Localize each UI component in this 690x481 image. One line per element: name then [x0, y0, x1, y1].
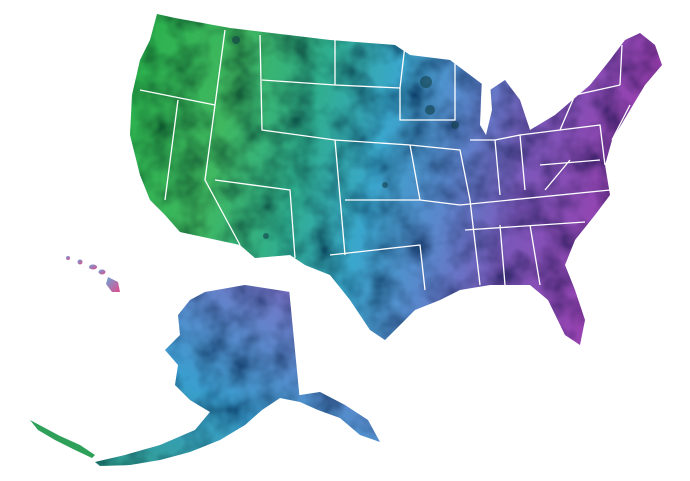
alaska-border: [289, 291, 301, 396]
state-border: [164, 99, 179, 201]
contiguous-us: [130, 14, 662, 345]
state-borders: [139, 29, 631, 291]
state-border: [334, 139, 461, 206]
island: [106, 277, 120, 292]
spot: [425, 105, 435, 115]
spot: [420, 76, 432, 88]
island: [89, 264, 97, 270]
lake-michigan: [480, 78, 492, 135]
state-border: [329, 244, 426, 291]
spot: [232, 36, 240, 44]
aleutians: [30, 420, 95, 458]
alaska: [95, 285, 380, 466]
state-border: [499, 224, 541, 286]
state-border: [464, 221, 586, 231]
state-border: [611, 44, 631, 141]
us-landmass: [130, 14, 662, 345]
state-border: [214, 179, 296, 259]
state-border: [204, 104, 241, 246]
state-border: [559, 84, 621, 131]
island: [66, 256, 70, 260]
state-border: [459, 189, 611, 206]
state-border: [539, 159, 601, 191]
spot: [451, 121, 459, 129]
spot: [263, 233, 269, 239]
state-border: [409, 144, 481, 286]
spot: [382, 182, 388, 188]
hawaii: [66, 256, 120, 292]
island: [77, 259, 83, 265]
state-border: [399, 60, 456, 121]
spots: [232, 36, 459, 239]
island: [98, 269, 106, 275]
state-border: [259, 34, 346, 256]
state-border: [519, 124, 606, 166]
